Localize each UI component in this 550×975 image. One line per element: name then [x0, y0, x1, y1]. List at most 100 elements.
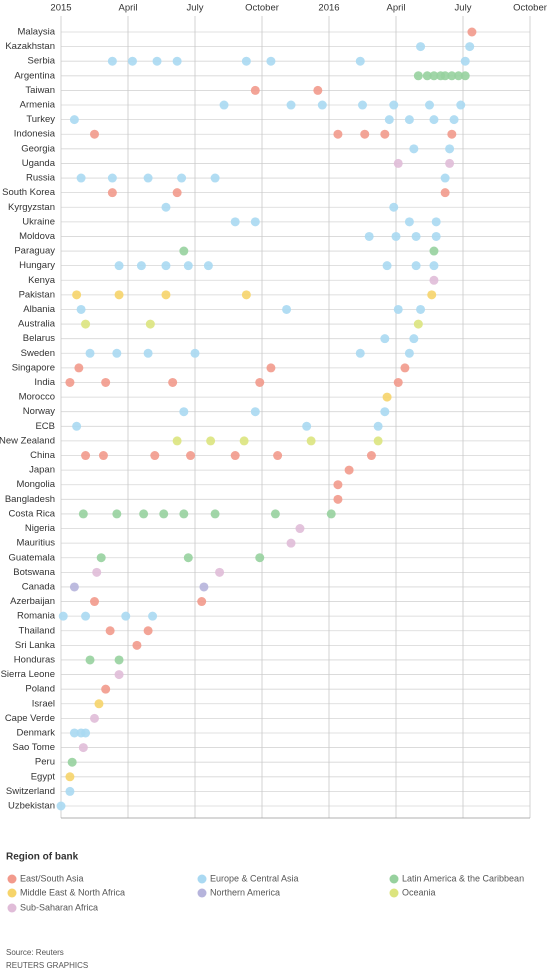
y-tick-label: Cape Verde	[5, 713, 55, 724]
y-tick-label: Costa Rica	[9, 508, 56, 519]
dot	[411, 231, 421, 241]
dot	[186, 451, 196, 461]
dot	[380, 129, 390, 139]
dot	[333, 129, 343, 139]
dot	[65, 772, 75, 782]
dot	[454, 71, 464, 81]
dot	[411, 261, 421, 271]
dot	[90, 597, 99, 607]
dot	[105, 626, 115, 636]
dot	[152, 56, 162, 66]
dot	[98, 451, 108, 461]
y-tick-label: Georgia	[21, 143, 56, 154]
dot	[143, 173, 153, 183]
x-tick-label: 2015	[50, 3, 71, 14]
dot	[179, 509, 189, 519]
y-tick-label: South Korea	[2, 187, 56, 198]
dot	[168, 377, 178, 387]
dot	[177, 173, 187, 183]
y-tick-label: Kenya	[28, 275, 56, 286]
dot	[239, 436, 249, 446]
dot	[101, 377, 111, 387]
dot	[286, 100, 296, 110]
y-tick-label: Switzerland	[6, 786, 55, 797]
dot	[143, 626, 153, 636]
dot	[127, 56, 137, 66]
dot	[266, 56, 276, 66]
dot	[400, 363, 410, 373]
dot	[107, 173, 117, 183]
dot	[121, 611, 131, 621]
legend-label: Latin America & the Caribbean	[402, 873, 524, 883]
y-tick-label: Russia	[26, 173, 56, 184]
dot	[255, 377, 265, 387]
x-tick-label: October	[513, 3, 547, 14]
dot	[114, 261, 124, 271]
dot	[210, 173, 220, 183]
dot	[384, 115, 394, 125]
dot	[69, 728, 79, 738]
dot	[96, 553, 106, 563]
dot	[148, 611, 158, 621]
y-tick-label: Australia	[18, 319, 56, 330]
dot	[270, 509, 280, 519]
dot	[72, 290, 82, 300]
dot	[393, 377, 403, 387]
dot	[172, 436, 182, 446]
dot	[317, 100, 327, 110]
dot	[360, 129, 370, 139]
dot	[215, 567, 225, 577]
y-tick-label: Albania	[23, 304, 55, 315]
dot	[81, 611, 91, 621]
y-tick-label: Uzbekistan	[8, 801, 55, 812]
dot	[69, 582, 79, 592]
source: Source: Reuters	[6, 948, 64, 957]
legend-label: Middle East & North Africa	[20, 887, 125, 897]
dot	[380, 407, 390, 417]
dot	[139, 509, 149, 519]
dot	[78, 743, 88, 753]
y-tick-label: Sao Tome	[12, 742, 55, 753]
dot	[445, 158, 455, 168]
dot	[241, 56, 251, 66]
y-tick-label: Egypt	[31, 771, 56, 782]
dot	[114, 290, 124, 300]
dot	[447, 71, 457, 81]
dot	[266, 363, 276, 373]
dot	[112, 348, 122, 358]
dot	[143, 348, 153, 358]
y-tick-label: Mauritius	[16, 538, 55, 549]
dot	[255, 553, 265, 563]
y-tick-label: Pakistan	[19, 289, 55, 300]
dot	[273, 451, 283, 461]
y-tick-label: Paraguay	[14, 246, 55, 257]
dot	[81, 451, 91, 461]
dot	[382, 261, 392, 271]
legend-label: Oceania	[402, 887, 436, 897]
dot	[65, 786, 75, 796]
dot	[250, 407, 260, 417]
dot	[431, 217, 441, 227]
dot	[440, 71, 450, 81]
y-tick-label: Sierra Leone	[1, 669, 55, 680]
dot	[85, 348, 95, 358]
dot	[366, 451, 376, 461]
dot	[203, 261, 213, 271]
dot	[90, 713, 99, 723]
dot	[183, 261, 193, 271]
dot	[179, 246, 189, 256]
dot	[199, 582, 209, 592]
dot	[179, 407, 189, 417]
dot	[449, 115, 459, 125]
dot	[302, 421, 312, 431]
dot	[344, 465, 354, 475]
dot	[210, 509, 220, 519]
dot	[94, 699, 104, 709]
y-tick-label: Singapore	[12, 362, 55, 373]
legend-swatch	[197, 874, 207, 884]
dot	[447, 129, 457, 139]
dot	[358, 100, 367, 110]
dot	[355, 56, 365, 66]
y-tick-label: Uganda	[22, 158, 56, 169]
legend-swatch	[389, 874, 399, 884]
